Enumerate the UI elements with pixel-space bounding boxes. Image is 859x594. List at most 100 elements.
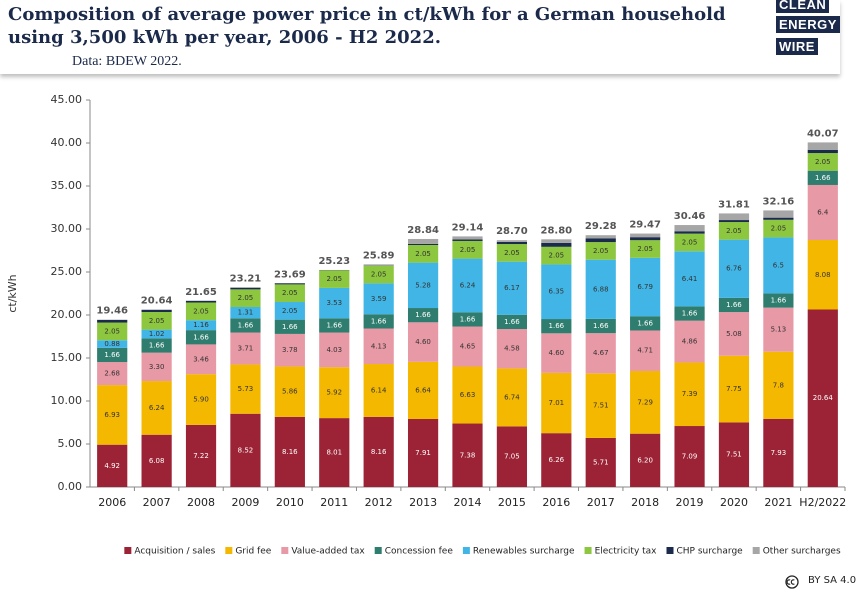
x-tick-label: 2007 [143, 496, 171, 509]
cc-icon [785, 575, 799, 589]
x-tick-label: 2020 [720, 496, 748, 509]
bar-segment [718, 213, 750, 221]
x-tick-label: 2019 [676, 496, 704, 509]
bar-segment [807, 149, 838, 154]
total-label: 23.21 [230, 273, 262, 284]
bar-segment [141, 309, 172, 312]
data-label: 20.64 [813, 394, 834, 402]
y-tick-label: 25.00 [51, 265, 83, 278]
bar-segment [141, 352, 172, 382]
bar-segment [230, 287, 261, 290]
bar-segment [407, 244, 439, 263]
bar-segment [452, 239, 483, 241]
data-label: 1.66 [282, 323, 298, 331]
bar-segment [496, 329, 528, 369]
bar-segment [541, 246, 572, 265]
y-tick-label: 20.00 [51, 308, 83, 321]
bar-segment [97, 385, 128, 445]
bar-segment [141, 381, 172, 435]
bar-segment [674, 306, 705, 321]
x-tick-label: 2015 [498, 496, 526, 509]
bar-segment [319, 270, 350, 288]
data-label: 6.4 [817, 208, 829, 216]
data-label: 7.8 [773, 381, 784, 389]
bar-segment [363, 416, 394, 487]
bar-segment [274, 319, 305, 334]
data-label: 1.66 [593, 322, 609, 330]
data-label: 6.41 [682, 275, 698, 283]
legend-swatch [666, 547, 674, 554]
y-tick-label: 0.00 [58, 480, 83, 493]
bar-segment [496, 314, 528, 330]
data-label: 2.05 [371, 271, 387, 279]
data-label: 7.05 [504, 453, 520, 461]
bar-segment [807, 153, 838, 171]
data-label: 3.46 [193, 355, 209, 363]
data-label: 1.66 [415, 311, 431, 319]
data-label: 6.64 [415, 386, 431, 394]
bar-segment [674, 231, 705, 234]
data-label: 2.05 [326, 275, 342, 283]
data-label: 4.03 [326, 346, 342, 354]
bar-segment [807, 184, 838, 241]
data-label: 7.29 [637, 398, 653, 406]
logo-word: ENERGY [776, 16, 840, 33]
bar-segment [452, 366, 483, 424]
x-tick-label: 2013 [409, 496, 437, 509]
bar-segment [630, 237, 661, 241]
legend-swatch [281, 547, 289, 554]
y-axis-label: ct/kWh [6, 274, 19, 312]
bar-segment [496, 368, 528, 427]
data-label: 1.66 [771, 296, 787, 304]
bar-segment [674, 320, 705, 363]
bar-segment [630, 330, 661, 371]
bar-segment [230, 332, 261, 365]
data-label: 8.08 [815, 271, 831, 279]
bar-segment [718, 239, 750, 298]
legend-swatch [752, 547, 760, 554]
data-label: 6.24 [460, 281, 476, 289]
bar-segment [541, 333, 572, 373]
data-label: 1.66 [682, 310, 698, 318]
bar-segment [630, 233, 661, 238]
total-label: 32.16 [763, 196, 795, 207]
bar-segment [185, 424, 217, 487]
bar-segment [141, 434, 172, 487]
x-tick-label: 2014 [454, 496, 482, 509]
bar-segment [97, 319, 128, 323]
data-label: 6.08 [149, 457, 165, 465]
bar-segment [230, 289, 261, 308]
legend-label: Renewables surcharge [473, 547, 575, 557]
bar-segment [763, 219, 794, 238]
bar-segment [407, 308, 439, 323]
bar-segment [496, 261, 528, 315]
bar-segment [97, 322, 128, 341]
bar-segment [97, 362, 128, 386]
bar-segment [541, 319, 572, 334]
bar-segment [763, 351, 794, 419]
data-label: 6.63 [460, 391, 476, 399]
bar-segment [807, 142, 838, 150]
legend-swatch [462, 547, 470, 554]
data-label: 2.05 [282, 307, 298, 315]
data-label: 2.05 [726, 227, 742, 235]
bar-segment [452, 423, 483, 487]
data-label: 2.05 [593, 247, 609, 255]
data-label: 5.13 [771, 326, 787, 334]
data-label: 2.05 [815, 158, 831, 166]
bar-segment [630, 316, 661, 331]
data-label: 1.66 [637, 319, 653, 327]
bar-segment [363, 283, 394, 315]
license: BY SA 4.0 [808, 575, 857, 586]
legend-label: Value-added tax [291, 547, 365, 557]
bar-segment [363, 364, 394, 417]
legend-swatch [374, 547, 382, 554]
data-label: 7.51 [593, 402, 609, 410]
x-tick-label: 2009 [231, 496, 259, 509]
bar-segment [763, 293, 794, 308]
bar-segment [185, 320, 217, 331]
data-label: 7.51 [726, 451, 742, 459]
y-tick-label: 40.00 [51, 136, 83, 149]
